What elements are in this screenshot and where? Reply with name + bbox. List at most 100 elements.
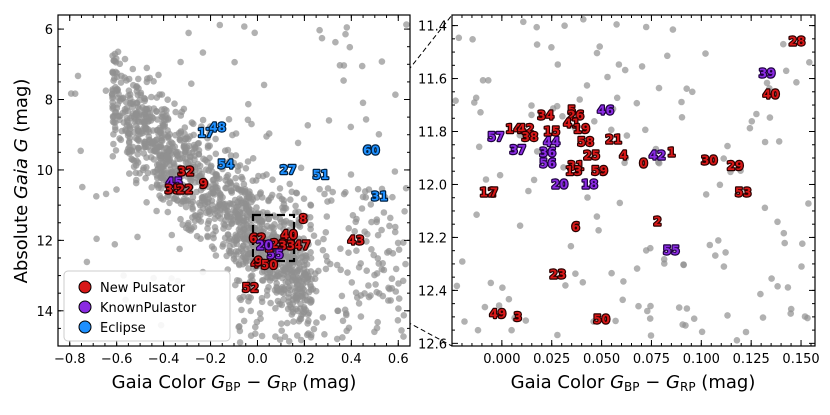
field-star-point [680,261,687,268]
field-star-point [176,164,183,171]
field-star-point [528,111,535,119]
field-star-point [675,304,683,311]
field-star-point [276,192,283,200]
field-star-point [204,204,212,212]
x-tick-label: 0.075 [633,352,670,367]
field-star-point [210,245,218,253]
field-star-point [294,332,301,339]
field-star-point [689,88,696,96]
field-star-point [357,313,365,320]
field-star-point [774,218,781,226]
field-star-point [153,108,160,115]
star-label-np: 30 [701,154,718,168]
field-star-point [340,62,348,69]
x-tick-label: 0.125 [733,352,770,367]
field-star-point [748,118,756,125]
field-star-point [522,317,530,324]
field-star-point [176,136,183,143]
field-star-point [475,143,483,151]
field-star-point [246,250,254,257]
field-star-point [260,249,267,257]
field-star-point [153,207,160,215]
field-star-point [183,134,191,141]
star-label-np: 49 [490,307,507,321]
field-star-point [257,228,265,236]
field-star-point [359,193,367,201]
field-star-point [304,122,312,129]
star-label-np: 50 [261,258,278,272]
field-star-point [321,331,328,338]
field-star-point [189,193,197,201]
y-tick-label: 11.6 [418,73,447,88]
field-star-point [286,238,293,246]
field-star-point [394,239,402,247]
field-star-point [453,282,461,290]
star-label-ec: 54 [217,158,234,172]
field-star-point [733,337,741,344]
field-star-point [402,260,409,268]
field-star-point [508,326,515,334]
field-star-point [302,216,309,224]
field-star-point [516,222,524,229]
field-star-point [221,147,229,154]
field-star-point [471,99,478,106]
star-label-kp: 55 [267,247,284,261]
field-star-point [646,315,654,322]
field-star-point [787,305,795,313]
x-tick-label: 0.4 [341,352,362,367]
field-star-point [239,243,247,250]
field-star-point [571,124,579,132]
field-star-point [181,124,189,131]
field-star-point [375,260,383,267]
field-star-point [217,210,224,217]
field-star-point [182,159,190,166]
field-star-point [337,266,345,274]
field-star-point [148,184,155,191]
star-label-kp: 37 [509,143,526,157]
star-label-kp: 18 [581,178,598,192]
field-star-point [93,235,100,243]
field-star-point [678,114,686,121]
field-star-point [595,227,602,234]
field-star-point [187,169,195,176]
y-tick-label: 11.4 [418,20,447,35]
field-star-point [176,189,183,196]
field-star-point [134,233,141,241]
field-star-point [358,205,366,212]
field-star-point [593,213,601,220]
field-star-point [117,79,125,86]
field-star-point [164,115,172,122]
field-star-point [232,281,239,289]
field-star-point [204,225,211,232]
field-star-point [241,23,248,30]
field-star-point [345,225,353,232]
field-star-point [220,225,227,232]
star-label-kp: 20 [551,178,568,192]
field-star-point [149,140,157,147]
field-star-point [349,212,357,219]
field-star-point [461,318,468,325]
field-star-point [295,208,302,216]
x-tick-label: −0.8 [54,352,86,367]
field-star-point [347,123,355,131]
field-star-point [609,105,617,113]
field-star-point [204,134,211,142]
field-star-point [394,317,402,324]
field-star-point [276,185,284,192]
field-star-point [191,212,199,219]
field-star-point [182,203,190,211]
field-star-point [265,130,273,137]
field-star-point [753,110,760,118]
x-tick-label: 0.150 [782,352,819,367]
field-star-point [690,315,698,323]
field-star-point [178,173,185,180]
field-star-point [348,279,356,286]
field-star-point [254,261,261,269]
field-star-point [613,21,620,28]
field-star-point [305,330,312,337]
field-star-point [334,307,342,315]
field-star-point [236,213,243,221]
right-ticks: 0.000 0.025 0.050 0.075 0.100 0.125 0.150 11.4 1… [418,15,820,367]
field-star-point [119,109,126,117]
